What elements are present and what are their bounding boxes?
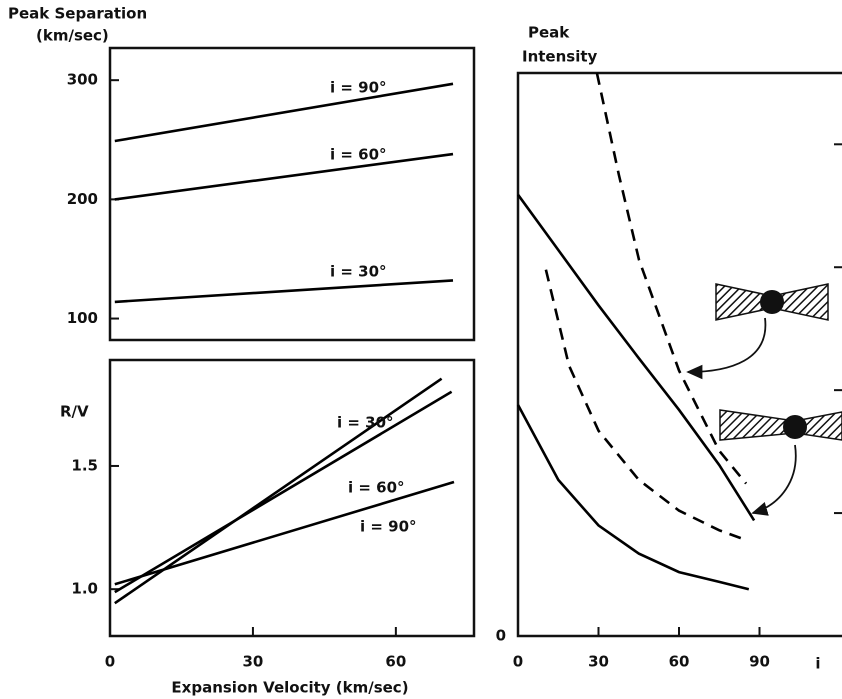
series-line [544,269,747,542]
x-tick-label: 60 [669,653,690,671]
series-line [114,390,453,594]
x-tick-label: 0 [105,653,115,671]
x-tick-label: 0 [513,653,523,671]
series-label: i = 30° [330,263,387,281]
series-label: i = 90° [360,518,417,536]
y-axis-label: R/V [60,403,89,421]
plot-frame [108,358,476,638]
series-line [114,480,455,586]
disk-icon [686,283,829,380]
series-line [114,152,454,201]
y-tick-label: 300 [67,71,98,89]
series-line [114,279,454,304]
series-line [595,72,748,485]
series-line [114,82,454,143]
x-tick-label: 60 [385,653,406,671]
x-tick-label: 30 [242,653,263,671]
plot-frame [108,46,476,342]
y-axis-label: Peak [528,24,570,42]
series-line [516,193,756,522]
y-axis-label: (km/sec) [36,27,109,45]
x-axis-label: Expansion Velocity (km/sec) [171,679,408,697]
y-tick-label: 200 [67,190,98,208]
series-label: i = 30° [337,414,394,432]
x-tick-label: 30 [588,653,609,671]
disk-icon [719,409,842,516]
series-label: i = 60° [348,479,405,497]
y-tick-label: 1.5 [71,456,98,474]
y-tick-label: 1.0 [71,580,98,598]
x-axis-label: i [815,655,820,673]
series-label: i = 90° [330,79,387,97]
y-axis-label: Peak Separation [8,5,147,23]
y-tick-label: 100 [67,309,98,327]
x-tick-label: 90 [749,653,770,671]
y-axis-label: Intensity [522,48,598,66]
series-label: i = 60° [330,146,387,164]
series-line [114,377,443,605]
y-tick-label: 0 [496,627,506,645]
series-line [516,404,750,591]
